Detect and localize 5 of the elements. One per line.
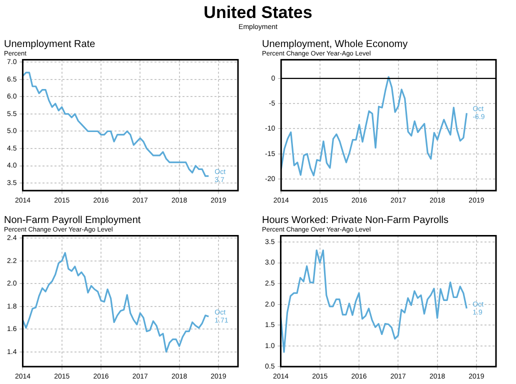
chart-title: Unemployment Rate: [4, 38, 96, 50]
chart-title: Non-Farm Payroll Employment: [4, 214, 141, 226]
chart-title: Unemployment, Whole Economy: [262, 38, 408, 50]
chart-title: Hours Worked: Private Non-Farm Payrolls: [262, 214, 449, 226]
text: United States: [202, 2, 314, 23]
